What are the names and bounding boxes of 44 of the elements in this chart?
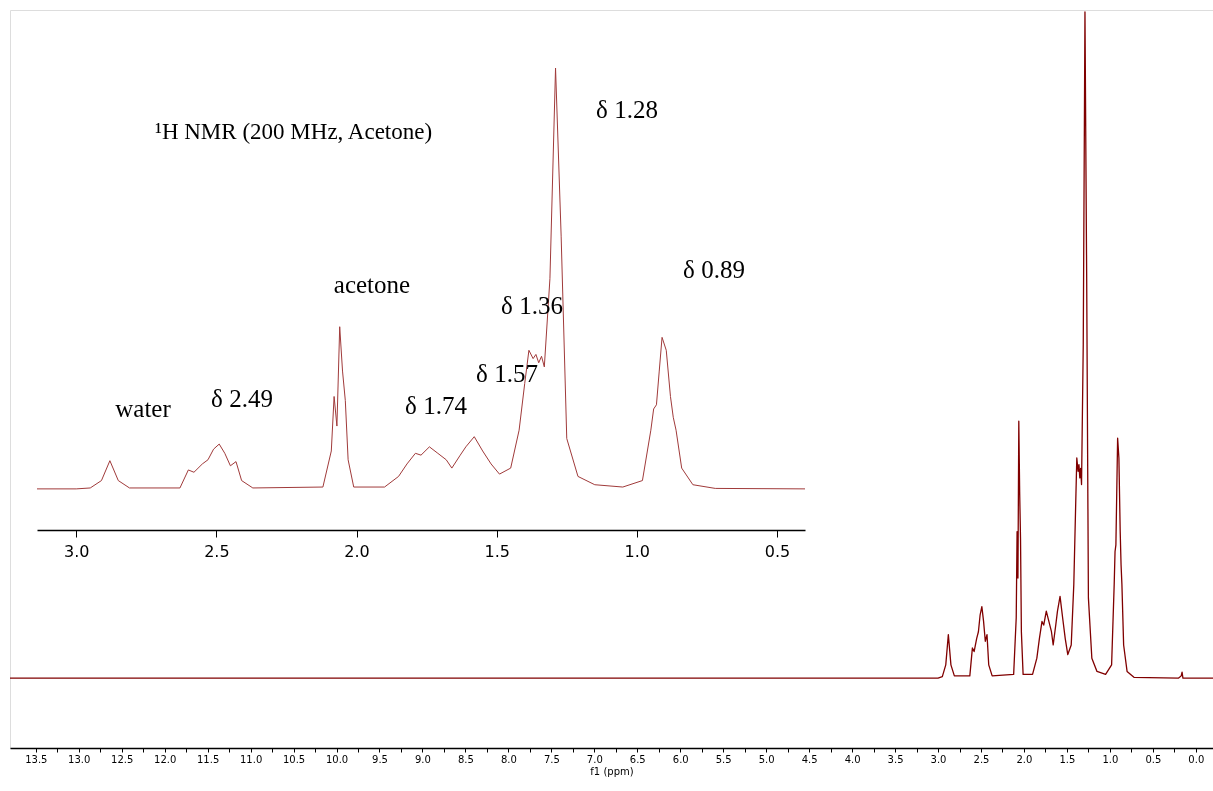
x-tick-label: 7.5 <box>543 753 560 765</box>
x-tick-label: 4.5 <box>801 753 818 765</box>
text: ¹H NMR (200 MHz, Acetone) <box>155 119 433 144</box>
x-tick-label: 9.0 <box>415 753 431 765</box>
x-tick-label: 4.0 <box>844 753 861 765</box>
x-tick-label: 1.0 <box>1102 753 1119 765</box>
annotation: δ 1.57 <box>476 360 538 387</box>
x-tick-label: 3.5 <box>887 753 904 765</box>
annotation: δ 1.28 <box>596 96 658 123</box>
x-tick-label: 1.5 <box>1059 753 1076 765</box>
x-tick-label: 5.5 <box>715 753 732 765</box>
x-tick-label: 2.0 <box>344 541 370 561</box>
x-tick-label: 1.0 <box>624 541 651 561</box>
annotation: δ 0.89 <box>683 256 745 283</box>
x-tick-label: 8.0 <box>500 753 517 765</box>
annotation: δ 1.74 <box>405 392 468 419</box>
annotation: acetone <box>333 271 411 298</box>
x-tick-label: 6.5 <box>629 753 646 765</box>
annotation: δ 2.49 <box>211 385 273 412</box>
x-tick-label: 2.5 <box>204 541 230 561</box>
annotation: δ 1.36 <box>501 292 563 319</box>
x-tick-label: 2.0 <box>1016 753 1033 765</box>
x-tick-label: 12.5 <box>111 753 134 765</box>
x-tick-label: 3.0 <box>64 541 90 561</box>
x-tick-label: 0.5 <box>1145 753 1162 765</box>
x-tick-label: 11.0 <box>239 753 263 765</box>
x-axis-title: f1 (ppm) <box>590 765 634 777</box>
x-tick-label: 12.0 <box>154 753 177 765</box>
x-tick-label: 8.5 <box>457 753 474 765</box>
x-tick-label: 1.5 <box>484 541 510 561</box>
x-tick-label: 9.5 <box>372 753 388 765</box>
x-tick-label: 3.0 <box>930 753 947 765</box>
x-tick-label: 7.0 <box>586 753 603 765</box>
x-tick-label: 2.5 <box>973 753 990 765</box>
x-tick-label: 10.5 <box>282 753 306 765</box>
x-tick-label: 0.5 <box>764 541 791 561</box>
x-tick-label: 5.0 <box>758 753 775 765</box>
annotation: water <box>115 395 172 422</box>
x-tick-label: 13.5 <box>25 753 48 765</box>
x-tick-label: 11.5 <box>197 753 220 765</box>
x-tick-label: 0.0 <box>1188 753 1205 765</box>
x-tick-label: 10.0 <box>325 753 349 765</box>
x-tick-label: 6.0 <box>672 753 689 765</box>
x-tick-label: 13.0 <box>68 753 91 765</box>
